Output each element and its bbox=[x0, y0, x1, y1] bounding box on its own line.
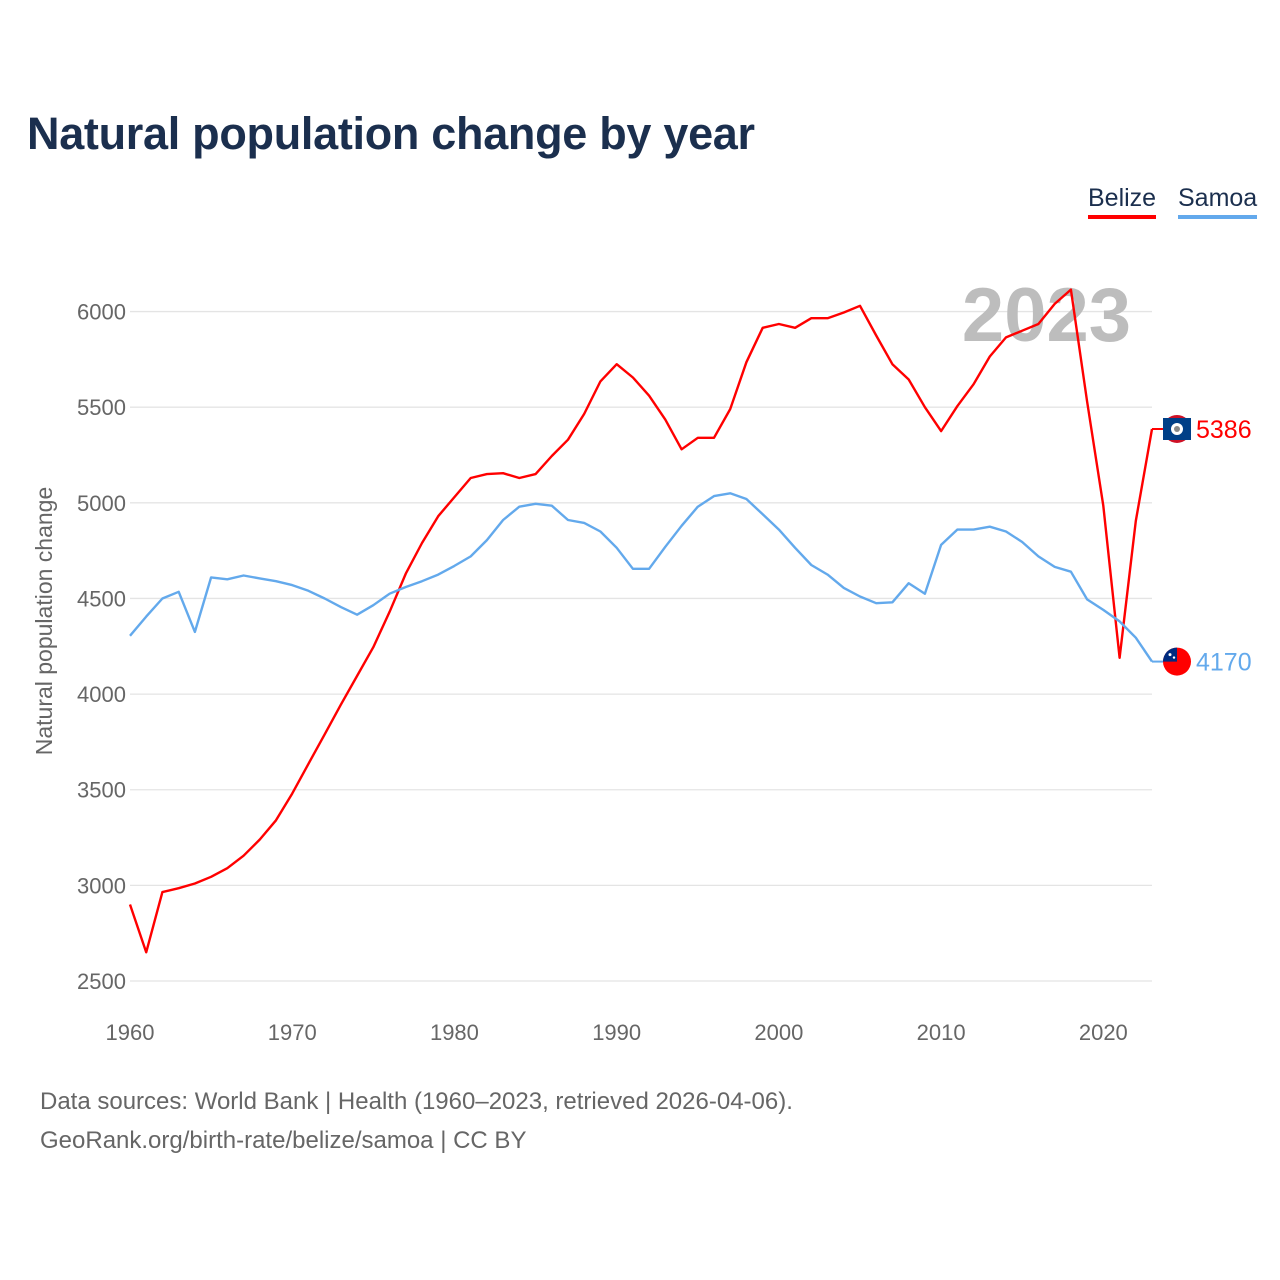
y-tick-label: 3500 bbox=[77, 778, 126, 803]
belize-flag-icon bbox=[1163, 414, 1191, 443]
y-tick-label: 5500 bbox=[77, 395, 126, 420]
x-tick-label: 1970 bbox=[268, 1020, 317, 1045]
y-tick-label: 5000 bbox=[77, 491, 126, 516]
series-line-samoa bbox=[129, 492, 1153, 663]
data-source: Data sources: World Bank | Health (1960–… bbox=[40, 1088, 793, 1115]
x-tick-label: 2000 bbox=[754, 1020, 803, 1045]
end-value-label: 4170 bbox=[1196, 649, 1252, 677]
legend-samoa[interactable]: Samoa bbox=[1178, 184, 1258, 219]
credit-link[interactable]: GeoRank.org/birth-rate/belize/samoa | CC… bbox=[40, 1127, 527, 1154]
chart-title: Natural population change by year bbox=[27, 108, 755, 159]
y-tick-label: 4500 bbox=[77, 586, 126, 611]
samoa-flag-icon bbox=[1163, 647, 1191, 676]
y-tick-label: 4000 bbox=[77, 682, 126, 707]
y-tick-label: 2500 bbox=[77, 969, 126, 994]
y-tick-label: 3000 bbox=[77, 873, 126, 898]
end-value-label: 5386 bbox=[1196, 416, 1252, 444]
y-tick-label: 6000 bbox=[77, 300, 126, 325]
x-tick-label: 1960 bbox=[106, 1020, 155, 1045]
x-tick-label: 1990 bbox=[592, 1020, 641, 1045]
y-axis-label: Natural population change bbox=[31, 487, 57, 756]
x-tick-label: 1980 bbox=[430, 1020, 479, 1045]
x-tick-label: 2010 bbox=[917, 1020, 966, 1045]
legend-belize[interactable]: Belize bbox=[1088, 184, 1157, 219]
x-tick-label: 2020 bbox=[1079, 1020, 1128, 1045]
series-line-belize bbox=[128, 288, 1154, 954]
